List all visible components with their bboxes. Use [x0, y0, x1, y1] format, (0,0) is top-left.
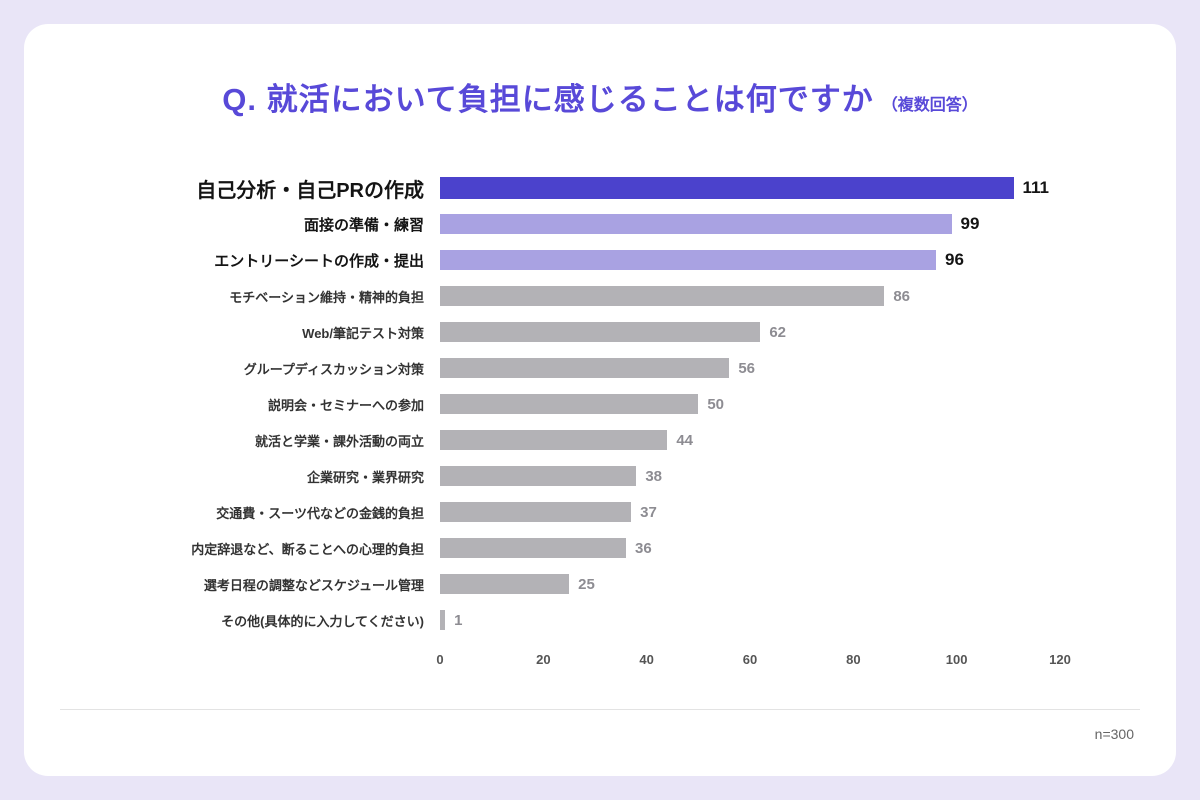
chart-row: 就活と学業・課外活動の両立 44	[24, 422, 1176, 458]
sample-size-label: n=300	[1094, 726, 1134, 742]
category-label: 説明会・セミナーへの参加	[267, 397, 424, 413]
category-label: モチベーション維持・精神的負担	[229, 289, 424, 305]
x-axis-tick: 40	[639, 652, 654, 667]
footer-divider	[60, 709, 1140, 710]
chart-row: 選考日程の調整などスケジュール管理 25	[24, 566, 1176, 602]
chart-row: 自己分析・自己PRの作成 111	[24, 170, 1176, 206]
bar-area: 111	[440, 177, 1060, 199]
x-axis-tick: 100	[945, 652, 968, 667]
chart-row: 内定辞退など、断ることへの心理的負担 36	[24, 530, 1176, 566]
bar-area: 36	[440, 538, 1060, 558]
bar-value: 56	[738, 359, 756, 377]
bar-area: 37	[440, 502, 1060, 522]
chart-row: グループディスカッション対策 56	[24, 350, 1176, 386]
category-label: 選考日程の調整などスケジュール管理	[203, 577, 424, 593]
bar-area: 62	[440, 322, 1060, 342]
bar	[440, 466, 637, 486]
bar-chart: 自己分析・自己PRの作成 111 面接の準備・練習 99 エントリーシートの作成・提出 9…	[24, 170, 1176, 672]
category-label: 自己分析・自己PRの作成	[196, 179, 424, 202]
chart-row: 説明会・セミナーへの参加 50	[24, 386, 1176, 422]
bar-area: 44	[440, 430, 1060, 450]
category-label: その他(具体的に入力してください)	[221, 613, 424, 629]
bar	[440, 358, 730, 378]
bar-area: 38	[440, 466, 1060, 486]
chart-row: その他(具体的に入力してください) 1	[24, 602, 1176, 638]
chart-row: モチベーション維持・精神的負担 86	[24, 278, 1176, 314]
chart-card: Q. 就活において負担に感じることは何ですか （複数回答） 自己分析・自己PRの作…	[24, 24, 1176, 776]
bar-value: 25	[578, 575, 595, 593]
bar	[440, 322, 761, 342]
chart-row: Web/筆記テスト対策 62	[24, 314, 1176, 350]
chart-row: エントリーシートの作成・提出 96	[24, 242, 1176, 278]
bar-value: 1	[454, 611, 463, 629]
bar-value: 36	[635, 539, 652, 557]
bar	[440, 610, 446, 630]
bar-area: 99	[440, 214, 1060, 234]
category-label: 面接の準備・練習	[303, 216, 424, 234]
bar	[440, 214, 952, 234]
chart-title-text: Q. 就活において負担に感じることは何ですか	[222, 82, 874, 117]
bar-value: 38	[645, 467, 663, 485]
bar-area: 56	[440, 358, 1060, 378]
bar-value: 111	[1022, 178, 1050, 197]
x-axis-tick: 120	[1049, 652, 1071, 667]
bar	[440, 250, 936, 270]
chart-title: Q. 就活において負担に感じることは何ですか （複数回答）	[24, 74, 1176, 119]
bar-area: 50	[440, 394, 1060, 414]
bar-area: 96	[440, 250, 1060, 270]
bar-value: 96	[945, 250, 964, 269]
chart-rows: 自己分析・自己PRの作成 111 面接の準備・練習 99 エントリーシートの作成・提出 9…	[24, 170, 1176, 638]
bar-value: 62	[769, 323, 787, 341]
bar-value: 37	[640, 503, 657, 521]
category-label: 内定辞退など、断ることへの心理的負担	[191, 541, 424, 557]
x-axis-tick: 20	[536, 652, 551, 667]
x-axis-tick: 0	[436, 652, 444, 667]
category-label: Web/筆記テスト対策	[302, 325, 424, 341]
chart-title-suffix: （複数回答）	[881, 97, 978, 114]
category-label: 交通費・スーツ代などの金銭的負担	[216, 505, 424, 521]
category-label: 就活と学業・課外活動の両立	[254, 433, 424, 449]
bar	[440, 502, 632, 522]
chart-row: 交通費・スーツ代などの金銭的負担 37	[24, 494, 1176, 530]
category-label: グループディスカッション対策	[243, 361, 424, 377]
bar-value: 99	[960, 214, 980, 233]
chart-row: 企業研究・業界研究 38	[24, 458, 1176, 494]
category-label: 企業研究・業界研究	[306, 469, 424, 485]
bar	[440, 574, 570, 594]
bar-area: 86	[440, 286, 1060, 306]
bar-area: 1	[440, 610, 1060, 630]
bar-value: 86	[893, 287, 911, 305]
bar	[440, 430, 668, 450]
x-axis: 0 20 40 60 80 100 120	[436, 652, 1070, 672]
bar	[440, 538, 626, 558]
bar	[440, 286, 885, 306]
x-axis-spacer	[24, 652, 440, 672]
bar-value: 44	[676, 431, 694, 449]
bar-value: 50	[707, 395, 725, 413]
x-axis-tick: 80	[846, 652, 861, 667]
bar-area: 25	[440, 574, 1060, 594]
bar	[440, 394, 699, 414]
bar	[440, 177, 1014, 199]
x-axis-row: 0 20 40 60 80 100 120	[24, 652, 1176, 672]
x-axis-tick: 60	[742, 652, 758, 667]
category-label: エントリーシートの作成・提出	[214, 252, 424, 270]
chart-row: 面接の準備・練習 99	[24, 206, 1176, 242]
